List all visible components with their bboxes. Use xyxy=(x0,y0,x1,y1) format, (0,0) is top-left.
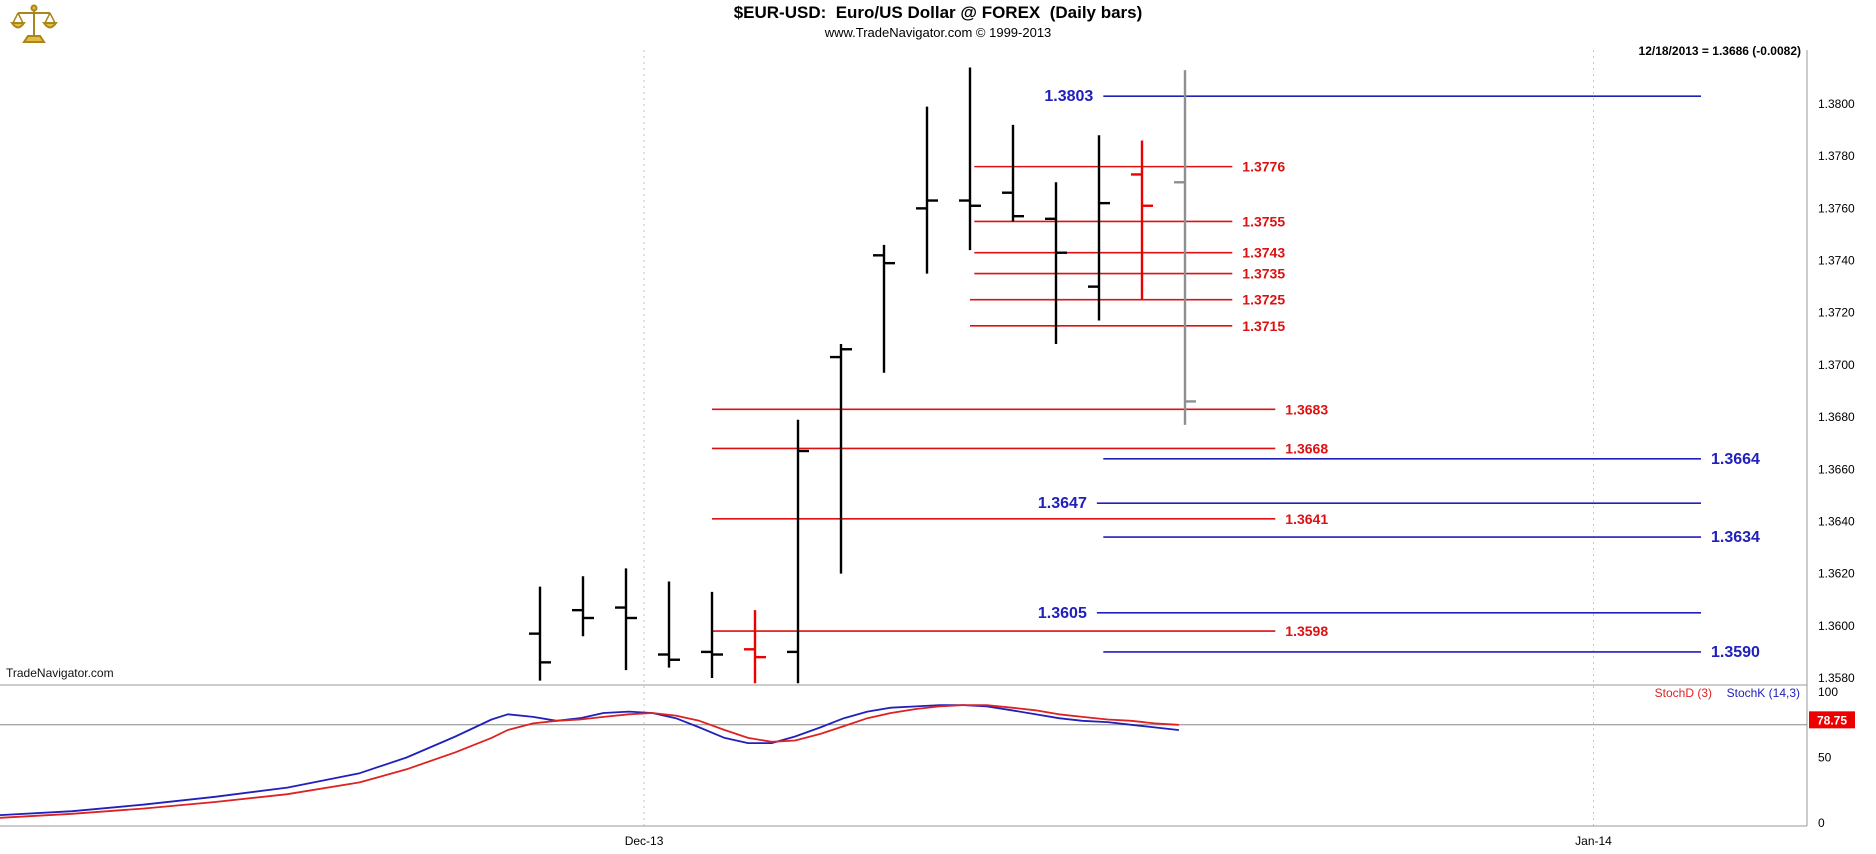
ohlc-bar xyxy=(916,106,938,274)
watermark-label: TradeNavigator.com xyxy=(6,666,114,680)
stoch-value-box xyxy=(1809,711,1855,729)
price-axis-label: 1.3740 xyxy=(1818,254,1855,268)
price-axis-label: 1.3760 xyxy=(1818,201,1855,215)
price-axis-label: 1.3600 xyxy=(1818,619,1855,633)
ohlc-bar xyxy=(1045,182,1067,345)
level-label: 1.3803 xyxy=(1044,88,1093,105)
price-axis-label: 1.3780 xyxy=(1818,149,1855,163)
ohlc-bar xyxy=(959,67,981,251)
ohlc-bar xyxy=(1174,70,1196,425)
ohlc-bar xyxy=(1088,135,1110,321)
ohlc-bar xyxy=(701,591,723,678)
level-label: 1.3664 xyxy=(1711,451,1760,468)
ohlc-bar xyxy=(1002,124,1024,222)
price-axis-label: 1.3680 xyxy=(1818,410,1855,424)
price-axis-label: 1.3800 xyxy=(1818,97,1855,111)
stoch-axis-label: 50 xyxy=(1818,751,1832,765)
ohlc-bar xyxy=(1131,140,1153,300)
level-label: 1.3776 xyxy=(1242,159,1285,175)
price-axis-label: 1.3700 xyxy=(1818,358,1855,372)
ohlc-bar xyxy=(830,344,852,574)
x-axis-label: Jan-14 xyxy=(1575,834,1612,848)
price-axis-label: 1.3660 xyxy=(1818,462,1855,476)
price-axis-label: 1.3720 xyxy=(1818,306,1855,320)
level-label: 1.3735 xyxy=(1242,266,1285,282)
stoch-legend-label: StochD (3) xyxy=(1655,686,1712,700)
stoch-line-stochd xyxy=(0,704,1180,819)
stoch-line-stochk xyxy=(0,704,1180,816)
level-label: 1.3598 xyxy=(1285,623,1328,639)
level-label: 1.3647 xyxy=(1038,495,1087,512)
price-axis-label: 1.3640 xyxy=(1818,514,1855,528)
stoch-last-value: 78.75 xyxy=(1817,713,1847,727)
gold-scale-graphic xyxy=(10,4,58,43)
ohlc-bar xyxy=(787,419,809,684)
level-label: 1.3605 xyxy=(1038,605,1087,622)
quote-readout: 12/18/2013 = 1.3686 (-0.0082) xyxy=(1638,44,1801,58)
ohlc-bar xyxy=(615,568,637,671)
page-title: $EUR-USD: Euro/US Dollar @ FOREX (Daily … xyxy=(733,3,1143,22)
level-label: 1.3683 xyxy=(1285,401,1328,417)
price-axis-label: 1.3620 xyxy=(1818,567,1855,581)
ohlc-bar xyxy=(572,576,594,637)
level-label: 1.3755 xyxy=(1242,213,1285,229)
level-label: 1.3641 xyxy=(1285,511,1328,527)
ohlc-bar xyxy=(529,586,551,681)
stoch-axis-label: 100 xyxy=(1818,685,1838,699)
level-label: 1.3743 xyxy=(1242,245,1285,261)
chart-subtitle: www.TradeNavigator.com © 1999-2013 xyxy=(824,25,1052,40)
level-label: 1.3725 xyxy=(1242,292,1285,308)
level-label: 1.3590 xyxy=(1711,644,1760,661)
stoch-axis-label: 0 xyxy=(1818,816,1825,830)
level-label: 1.3668 xyxy=(1285,440,1328,456)
x-axis-label: Dec-13 xyxy=(625,834,664,848)
level-label: 1.3715 xyxy=(1242,318,1285,334)
ohlc-bar xyxy=(744,610,766,684)
ohlc-bar xyxy=(658,581,680,668)
level-label: 1.3634 xyxy=(1711,529,1760,546)
ohlc-bar xyxy=(873,244,895,373)
stoch-legend-label: StochK (14,3) xyxy=(1727,686,1800,700)
price-axis-label: 1.3580 xyxy=(1818,671,1855,685)
tradenavigator-logo-icon xyxy=(10,2,58,46)
